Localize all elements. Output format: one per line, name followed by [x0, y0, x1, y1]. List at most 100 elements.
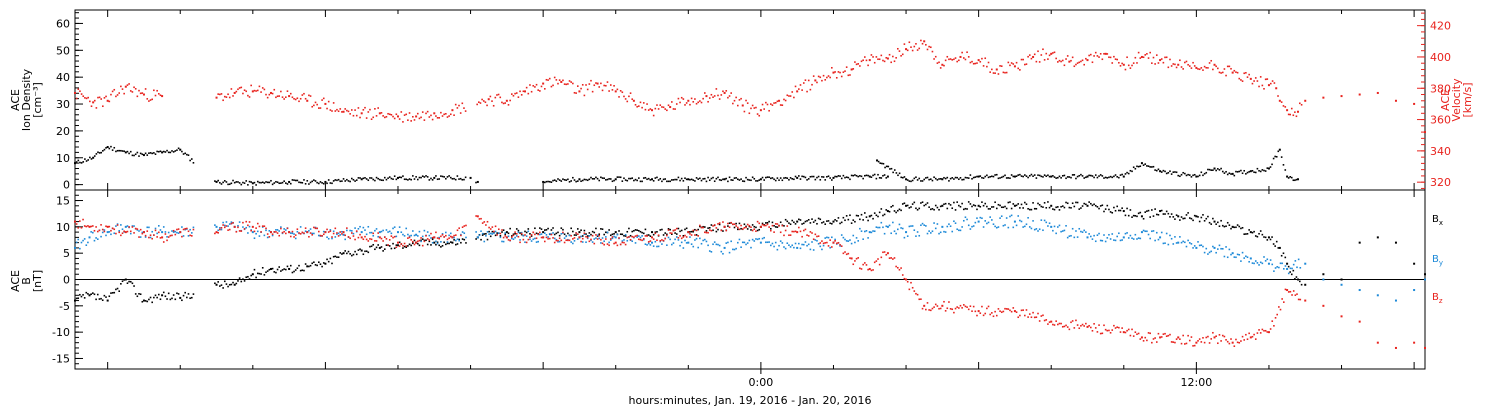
By-trace [138, 230, 140, 232]
Bx-trace [786, 220, 789, 223]
Bz-trace [1089, 326, 1092, 329]
By-trace [1162, 242, 1165, 245]
Bx-trace [162, 291, 165, 294]
Bx-trace [816, 222, 818, 225]
density-trace [774, 179, 777, 182]
Bz-trace [702, 226, 704, 229]
Bx-trace [929, 208, 932, 211]
Bx-trace [1164, 213, 1166, 215]
velocity-trace [725, 90, 728, 92]
Bz-point [614, 241, 617, 244]
By-trace [702, 239, 704, 242]
Bx-trace [1149, 216, 1151, 218]
Bx-trace [906, 204, 909, 207]
density-trace [443, 176, 445, 178]
By-trace [966, 218, 968, 221]
Bz-trace [1254, 338, 1257, 340]
density-trace [89, 156, 91, 159]
velocity-trace [953, 58, 955, 61]
Bx-trace [898, 208, 901, 211]
Bz-trace [1066, 326, 1069, 328]
density-trace [913, 177, 916, 180]
Bx-trace [572, 230, 574, 233]
velocity-point [1122, 63, 1125, 66]
Bx-trace [628, 227, 630, 230]
By-trace [1284, 265, 1287, 267]
velocity-trace [1004, 71, 1006, 74]
Bx-trace [1088, 201, 1090, 203]
Bz-trace [491, 226, 494, 228]
Bx-trace [666, 233, 668, 236]
By-trace [177, 232, 180, 234]
By-trace [214, 224, 216, 226]
density-trace [906, 179, 909, 181]
Bz-trace [745, 226, 747, 229]
density-trace [100, 151, 103, 154]
By-trace [245, 226, 248, 229]
Bx-trace [835, 220, 838, 222]
By-trace [113, 232, 116, 235]
density-trace [1048, 175, 1051, 178]
density-trace [1004, 174, 1006, 177]
Bx-trace [850, 222, 853, 224]
density-trace [728, 176, 731, 179]
density-trace [1038, 174, 1041, 177]
velocity-trace [1052, 52, 1054, 54]
density-trace [1076, 175, 1079, 178]
velocity-trace [573, 91, 576, 94]
Bz-trace [720, 229, 723, 232]
By-trace [1108, 233, 1110, 236]
velocity-trace [555, 79, 558, 81]
velocity-trace [1063, 64, 1066, 67]
Bz-trace [235, 230, 238, 233]
By-trace [859, 227, 861, 230]
velocity-trace [431, 118, 434, 121]
velocity-trace [892, 55, 894, 58]
Bx-trace [118, 290, 121, 292]
velocity-trace [967, 56, 970, 58]
By-trace [1274, 267, 1277, 269]
density-trace [1109, 175, 1112, 178]
density-trace [1197, 175, 1199, 178]
Bz-trace [563, 241, 566, 244]
Bz-trace [987, 305, 990, 308]
density-trace [131, 154, 134, 157]
density-trace [732, 179, 734, 181]
density-trace [247, 184, 249, 186]
time-tick-label: 12:00 [1181, 376, 1213, 389]
velocity-trace [976, 62, 978, 64]
By-trace [172, 231, 175, 233]
By-trace [475, 231, 477, 233]
density-trace [390, 177, 393, 180]
velocity-trace [657, 108, 660, 110]
density-trace [918, 177, 921, 180]
velocity-trace [311, 105, 314, 108]
density-point [476, 180, 479, 183]
By-trace [322, 230, 325, 233]
Bx-trace [634, 229, 637, 231]
b-tick-label: 15 [56, 195, 70, 208]
Bx-trace [480, 238, 482, 241]
velocity-trace [901, 53, 904, 56]
velocity-trace [337, 110, 340, 113]
By-trace [776, 248, 779, 251]
Bx-trace [773, 224, 775, 227]
Bx-trace [1104, 208, 1107, 210]
Bz-trace [811, 232, 813, 234]
Bz-trace [585, 235, 587, 238]
By-trace [1053, 225, 1056, 228]
velocity-trace [634, 103, 637, 106]
Bx-trace [897, 209, 899, 212]
Bx-point [1322, 273, 1325, 276]
Bz-trace [778, 225, 780, 227]
density-trace [959, 176, 962, 179]
By-trace [1165, 232, 1168, 235]
density-trace [1282, 164, 1285, 166]
By-trace [461, 231, 464, 233]
By-trace [893, 230, 896, 233]
Bx-trace [789, 223, 792, 226]
By-point [124, 225, 127, 228]
Bz-trace [1179, 338, 1181, 340]
velocity-trace [102, 105, 104, 108]
velocity-trace [1253, 80, 1255, 82]
